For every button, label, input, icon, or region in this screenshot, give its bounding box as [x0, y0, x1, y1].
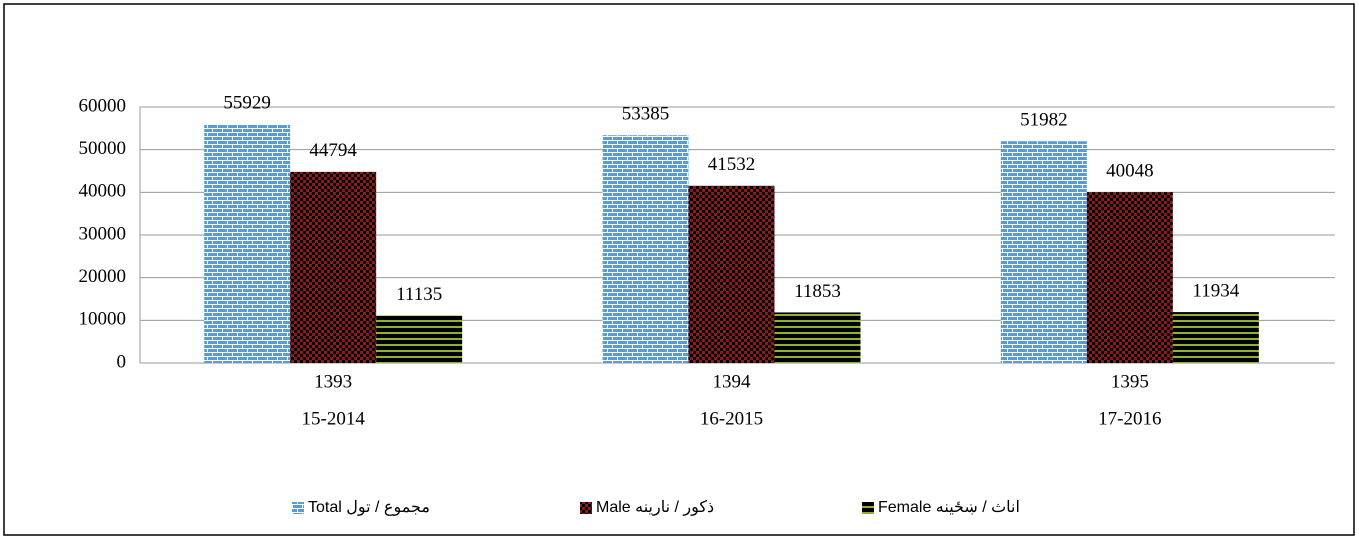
bar — [1000, 141, 1087, 363]
x-tick-label: 17-2016 — [1098, 408, 1161, 429]
x-tick-label: 1393 — [314, 371, 352, 392]
legend-label: مجموع / تول Total — [308, 499, 430, 516]
y-tick-label: 60000 — [79, 95, 127, 116]
bar — [602, 135, 689, 363]
data-label: 53385 — [622, 104, 670, 125]
y-tick-label: 40000 — [79, 181, 127, 202]
data-label: 11934 — [1192, 280, 1239, 301]
data-label: 41532 — [708, 154, 756, 175]
data-label: 11135 — [396, 284, 442, 305]
data-label: 11853 — [794, 281, 841, 302]
data-label: 51982 — [1020, 110, 1068, 131]
y-tick-label: 20000 — [79, 266, 127, 287]
legend-marker — [292, 502, 304, 514]
bar — [774, 312, 861, 363]
bar — [204, 124, 291, 363]
x-tick-label: 15-2014 — [302, 408, 366, 429]
bar — [1086, 192, 1173, 363]
bar — [688, 185, 775, 363]
y-tick-label: 50000 — [79, 138, 127, 159]
x-tick-label: 16-2015 — [700, 408, 763, 429]
legend-label: ذکور / نارینه Male — [596, 499, 714, 516]
bar — [1172, 312, 1259, 363]
data-label: 55929 — [223, 93, 271, 114]
x-tick-label: 1394 — [713, 371, 752, 392]
bar — [376, 315, 463, 363]
y-tick-label: 10000 — [79, 309, 127, 330]
data-label: 40048 — [1106, 160, 1154, 181]
data-label: 44794 — [309, 140, 357, 161]
x-tick-label: 1395 — [1111, 371, 1149, 392]
legend-label: اناث / ښځینه Female — [878, 499, 1020, 516]
y-tick-label: 30000 — [79, 223, 127, 244]
legend-marker — [862, 502, 874, 514]
bar — [290, 171, 377, 363]
legend-marker — [580, 502, 592, 514]
y-tick-label: 0 — [117, 351, 127, 372]
